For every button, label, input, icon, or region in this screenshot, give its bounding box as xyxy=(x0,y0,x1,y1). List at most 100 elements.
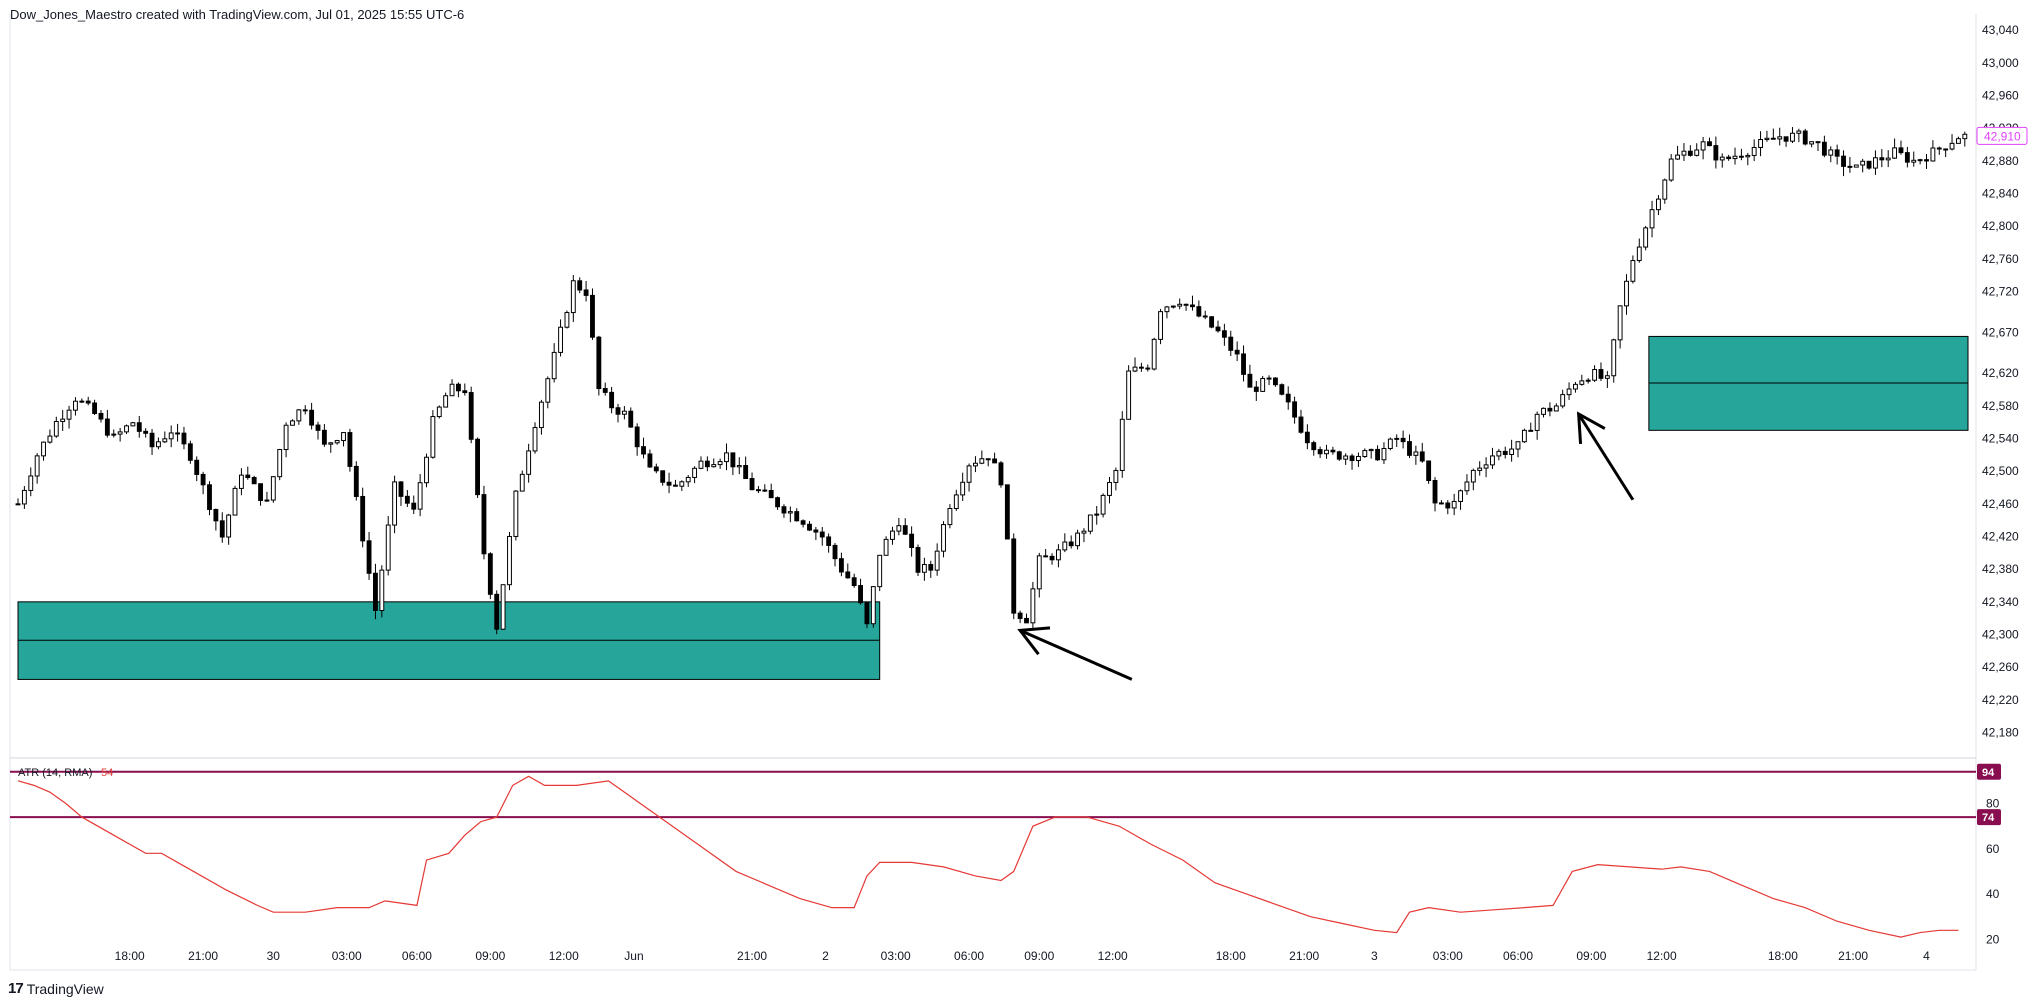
candle xyxy=(309,402,315,430)
candle-body xyxy=(1892,147,1898,159)
candle xyxy=(730,452,736,476)
zones-layer xyxy=(17,335,1969,680)
candle-body xyxy=(1196,306,1202,317)
candle xyxy=(1081,528,1087,543)
candle xyxy=(1247,364,1253,388)
time-tick-label: 4 xyxy=(1923,949,1930,963)
candle-body xyxy=(775,497,781,508)
candle-body xyxy=(1266,377,1272,380)
candle xyxy=(781,504,787,518)
time-tick-label: 21:00 xyxy=(188,949,218,963)
candle xyxy=(1375,445,1381,461)
candle-body xyxy=(1911,159,1917,163)
candle-body xyxy=(1943,148,1949,151)
candle-body xyxy=(430,416,436,458)
candle xyxy=(1573,381,1578,393)
candle xyxy=(1841,150,1846,177)
candle-body xyxy=(290,420,295,426)
candle xyxy=(1292,396,1298,424)
candle xyxy=(181,426,187,450)
candle-body xyxy=(207,484,212,510)
candle xyxy=(194,456,200,482)
candle-body xyxy=(417,482,423,510)
candle-body xyxy=(1017,612,1023,619)
candle-body xyxy=(1726,156,1732,160)
candle xyxy=(468,386,474,444)
candle xyxy=(947,504,953,529)
candle xyxy=(245,466,251,480)
candle xyxy=(1017,610,1023,624)
candle-body xyxy=(1821,141,1827,156)
candle xyxy=(1075,529,1081,550)
candle-body xyxy=(1419,451,1425,462)
candle xyxy=(500,584,506,630)
candle-body xyxy=(570,280,576,314)
candle xyxy=(1209,316,1215,329)
candle xyxy=(1438,500,1444,505)
price-tick-label: 43,000 xyxy=(1982,56,2019,70)
candle-body xyxy=(1904,152,1910,163)
candle-body xyxy=(762,489,768,492)
candle xyxy=(1336,450,1342,461)
candle xyxy=(404,489,410,508)
candle xyxy=(1394,434,1400,447)
candle-body xyxy=(1738,155,1744,158)
candle-body xyxy=(1924,159,1929,162)
candle-body xyxy=(296,409,302,422)
atr-pane: 94 74 20 40 60 80 ATR (14, RMA) 54 xyxy=(10,763,2001,946)
price-tick-label: 42,960 xyxy=(1982,89,2019,103)
candle-body xyxy=(1541,407,1546,415)
candle xyxy=(1138,362,1144,372)
candle-body xyxy=(66,409,72,420)
candle-body xyxy=(915,547,921,573)
candle xyxy=(1107,476,1112,504)
candle xyxy=(711,458,717,468)
candle xyxy=(1521,428,1527,443)
candle-body xyxy=(379,569,385,611)
candle xyxy=(1758,131,1763,157)
atr-indicator-label: ATR (14, RMA) xyxy=(18,767,92,779)
candle-body xyxy=(168,432,174,440)
atr-tick-label: 40 xyxy=(1986,887,2000,901)
candle-body xyxy=(1036,555,1042,590)
candle xyxy=(915,544,921,577)
candle xyxy=(1873,150,1878,175)
candle xyxy=(1094,505,1100,525)
candle-body xyxy=(1279,384,1285,395)
candle-body xyxy=(1853,164,1859,168)
candle xyxy=(1496,448,1502,461)
candle-body xyxy=(819,531,825,538)
candle-body xyxy=(1962,133,1968,140)
candle xyxy=(283,422,289,458)
candle xyxy=(1470,468,1476,491)
candle xyxy=(373,563,378,620)
arrow-shaft xyxy=(1577,413,1635,501)
candle-body xyxy=(864,602,870,625)
candle-body xyxy=(1094,513,1100,516)
tradingview-logo[interactable]: 17 TradingView xyxy=(8,980,104,997)
candle-body xyxy=(1770,137,1776,140)
candle xyxy=(704,456,710,472)
candle-body xyxy=(577,280,583,291)
candle xyxy=(219,512,225,543)
candle-body xyxy=(1145,367,1151,370)
candle-body xyxy=(609,391,615,409)
candle xyxy=(462,383,468,396)
candle-body xyxy=(334,440,340,444)
candle-body xyxy=(226,514,232,538)
candle-body xyxy=(53,420,59,437)
candle xyxy=(92,399,98,415)
candle xyxy=(1426,460,1432,484)
candle-body xyxy=(1221,330,1227,338)
candle-body xyxy=(187,443,193,461)
candle xyxy=(813,526,819,541)
candle xyxy=(590,288,595,340)
candle-body xyxy=(92,402,98,414)
candle-body xyxy=(1075,532,1081,547)
candle xyxy=(1349,453,1355,470)
candle-body xyxy=(1624,280,1629,307)
candle xyxy=(232,485,238,516)
candle-body xyxy=(1528,429,1534,432)
candle-body xyxy=(238,474,244,489)
